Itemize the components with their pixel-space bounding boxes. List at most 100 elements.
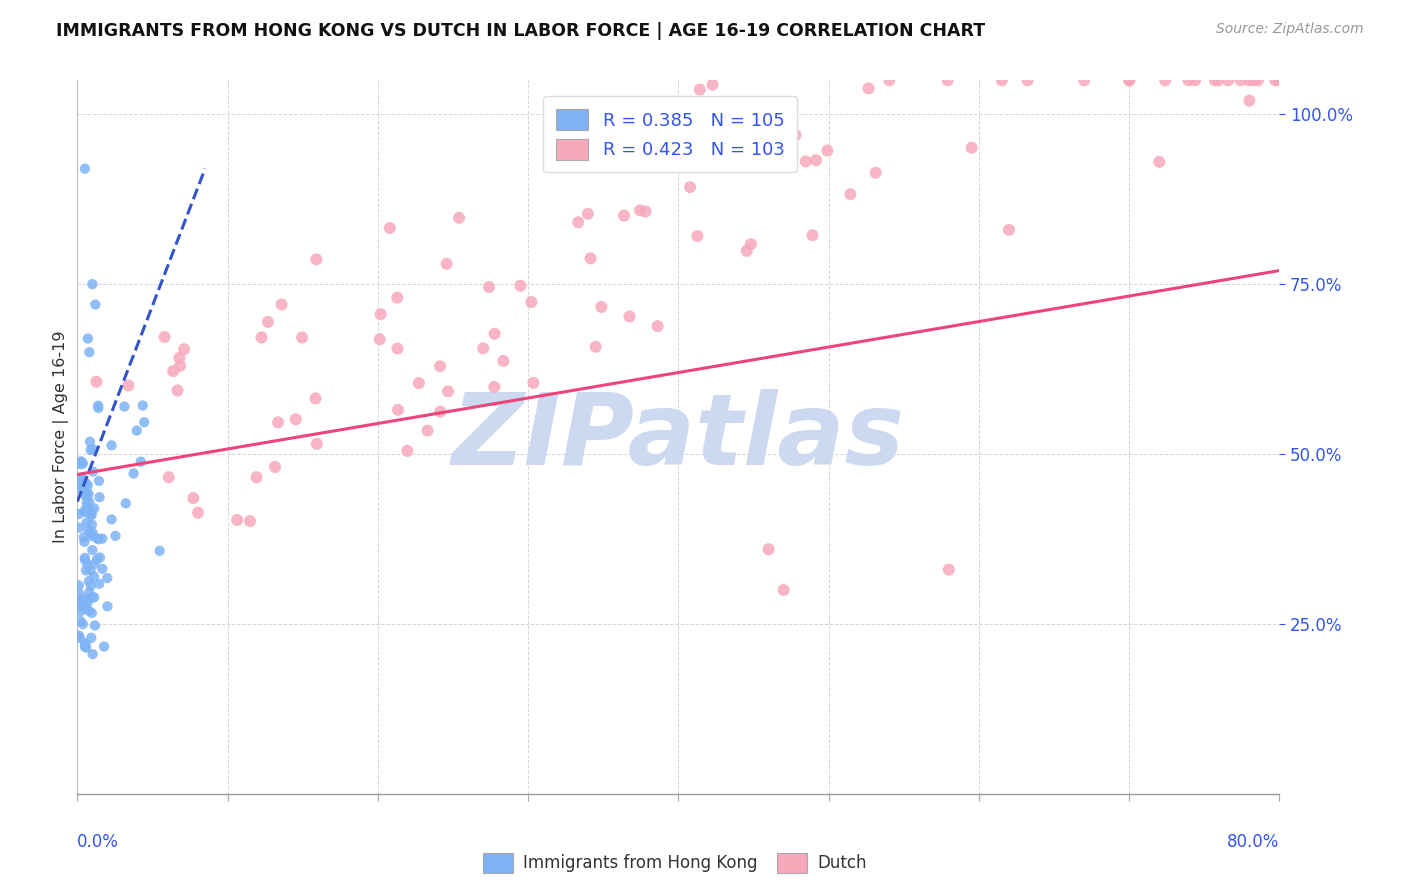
Point	[83, 501, 105, 516]
Point	[75, 636, 97, 650]
Point	[79, 563, 101, 577]
Point	[80, 529, 103, 543]
Point	[305, 252, 328, 267]
Point	[1229, 73, 1251, 87]
Point	[1264, 73, 1286, 87]
Point	[815, 144, 838, 158]
Point	[72, 479, 94, 493]
Point	[69, 614, 91, 628]
Point	[69, 473, 91, 487]
Point	[114, 496, 136, 510]
Point	[960, 141, 983, 155]
Point	[245, 470, 267, 484]
Point	[89, 550, 111, 565]
Point	[689, 82, 711, 96]
Point	[83, 591, 105, 605]
Point	[1243, 73, 1265, 87]
Point	[84, 618, 107, 632]
Point	[73, 161, 96, 176]
Point	[75, 564, 97, 578]
Point	[264, 460, 287, 475]
Point	[173, 343, 195, 357]
Point	[153, 330, 176, 344]
Text: Source: ZipAtlas.com: Source: ZipAtlas.com	[1216, 22, 1364, 37]
Point	[794, 154, 817, 169]
Point	[436, 257, 458, 271]
Point	[73, 638, 96, 652]
Point	[628, 203, 651, 218]
Point	[740, 237, 762, 252]
Point	[69, 457, 91, 471]
Point	[73, 601, 96, 615]
Point	[772, 582, 794, 597]
Point	[583, 121, 606, 136]
Point	[250, 330, 273, 344]
Point	[100, 512, 122, 526]
Point	[91, 562, 114, 576]
Point	[1239, 94, 1261, 108]
Point	[86, 531, 108, 545]
Point	[484, 326, 506, 341]
Point	[96, 571, 118, 585]
Point	[67, 578, 90, 592]
Legend: Immigrants from Hong Kong, Dutch: Immigrants from Hong Kong, Dutch	[477, 847, 873, 880]
Point	[86, 375, 108, 389]
Point	[129, 455, 152, 469]
Point	[70, 592, 93, 607]
Point	[76, 478, 98, 492]
Point	[387, 291, 409, 305]
Point	[83, 569, 105, 583]
Point	[72, 617, 94, 632]
Point	[82, 442, 104, 456]
Point	[305, 437, 328, 451]
Point	[80, 590, 103, 604]
Point	[89, 490, 111, 504]
Point	[991, 73, 1014, 87]
Point	[257, 315, 280, 329]
Point	[70, 471, 93, 485]
Point	[936, 73, 959, 87]
Point	[73, 504, 96, 518]
Point	[408, 376, 430, 390]
Point	[77, 604, 100, 618]
Point	[619, 310, 641, 324]
Point	[284, 412, 307, 426]
Point	[370, 307, 392, 321]
Point	[291, 330, 314, 344]
Point	[1118, 73, 1140, 87]
Point	[67, 520, 90, 534]
Point	[125, 424, 148, 438]
Legend: R = 0.385   N = 105, R = 0.423   N = 103: R = 0.385 N = 105, R = 0.423 N = 103	[543, 96, 797, 172]
Point	[1237, 73, 1260, 87]
Point	[429, 404, 451, 418]
Point	[76, 516, 98, 530]
Point	[80, 606, 103, 620]
Point	[80, 631, 103, 645]
Point	[1017, 73, 1039, 87]
Point	[378, 221, 401, 235]
Point	[686, 229, 709, 244]
Point	[75, 476, 97, 491]
Point	[447, 211, 470, 225]
Point	[304, 392, 326, 406]
Point	[396, 444, 419, 458]
Point	[93, 640, 115, 654]
Point	[67, 586, 90, 600]
Point	[79, 503, 101, 517]
Point	[858, 81, 880, 95]
Point	[82, 647, 104, 661]
Point	[1154, 73, 1177, 87]
Point	[75, 505, 97, 519]
Point	[76, 500, 98, 514]
Point	[70, 476, 93, 491]
Point	[134, 415, 156, 429]
Point	[104, 529, 127, 543]
Point	[122, 467, 145, 481]
Point	[437, 384, 460, 399]
Point	[79, 434, 101, 449]
Point	[73, 550, 96, 565]
Point	[416, 424, 439, 438]
Point	[87, 399, 110, 413]
Point	[84, 297, 107, 311]
Point	[157, 470, 180, 484]
